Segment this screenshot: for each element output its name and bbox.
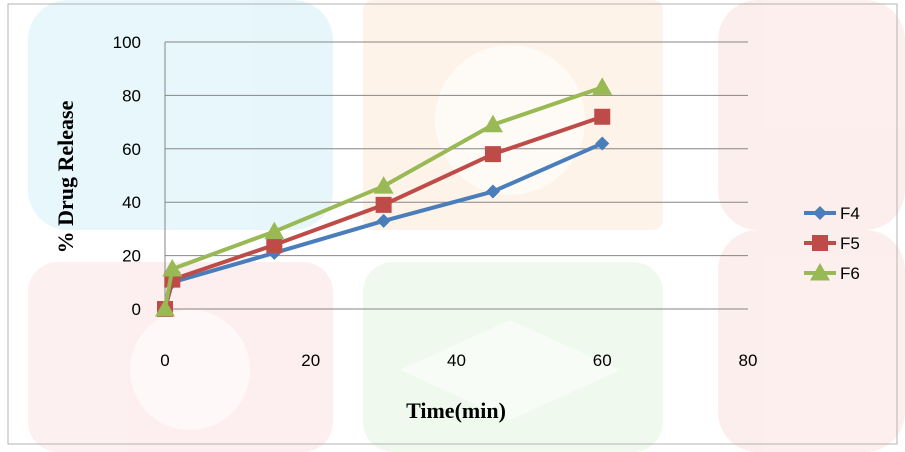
y-tick-label: 100 — [113, 33, 141, 52]
data-point-f5 — [594, 108, 611, 125]
legend-marker-f6 — [810, 263, 830, 281]
legend-label-f5: F5 — [840, 234, 860, 253]
x-tick-label: 0 — [160, 351, 169, 370]
watermark — [28, 0, 905, 452]
data-point-f5 — [484, 146, 501, 163]
x-tick-label: 40 — [447, 351, 466, 370]
data-point-f4 — [376, 213, 391, 228]
data-point-f6 — [482, 114, 503, 133]
y-tick-label: 80 — [122, 86, 141, 105]
chart-border — [7, 3, 898, 445]
plot-area — [155, 41, 748, 317]
y-tick-label: 60 — [122, 140, 141, 159]
data-point-f6 — [264, 221, 285, 240]
legend: F4 F5 F6 — [804, 204, 860, 283]
y-axis-title: % Drug Release — [53, 100, 78, 253]
legend-label-f4: F4 — [840, 204, 860, 223]
legend-marker-f4 — [813, 206, 827, 220]
x-tick-label: 60 — [593, 351, 612, 370]
data-point-f5 — [266, 236, 283, 253]
y-tick-label: 20 — [122, 247, 141, 266]
y-tick-label: 0 — [132, 300, 141, 319]
legend-label-f6: F6 — [840, 264, 860, 283]
x-tick-label: 20 — [301, 351, 320, 370]
x-axis-title: Time(min) — [406, 398, 506, 423]
y-tick-label: 40 — [122, 193, 141, 212]
x-tick-label: 80 — [739, 351, 758, 370]
data-point-f4 — [595, 136, 610, 151]
legend-marker-f5 — [812, 235, 828, 251]
data-point-f5 — [375, 196, 392, 213]
data-point-f6 — [373, 176, 394, 194]
data-point-f6 — [162, 258, 183, 277]
data-point-f6 — [592, 77, 613, 95]
tick-labels: 0 20 40 60 80 100 0 20 40 60 80 — [113, 33, 758, 370]
data-point-f6 — [155, 299, 175, 317]
data-point-f4 — [485, 184, 500, 199]
